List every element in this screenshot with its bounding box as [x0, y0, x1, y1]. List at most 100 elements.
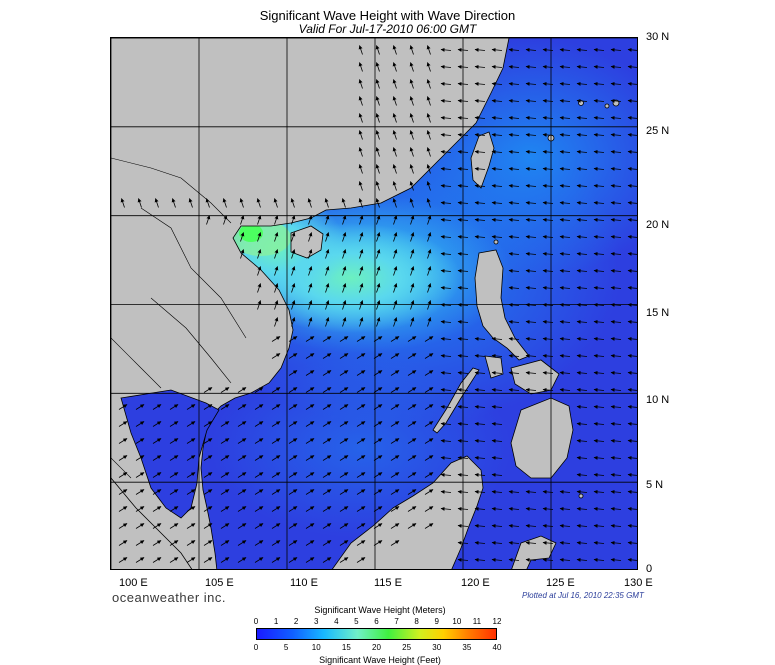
wave-direction-arrow [220, 540, 230, 546]
wave-direction-arrow [152, 489, 162, 495]
wave-direction-arrow [342, 249, 347, 259]
wave-direction-arrow [373, 472, 383, 478]
wave-direction-arrow [424, 404, 434, 410]
wave-direction-arrow [542, 234, 554, 239]
wave-direction-arrow [308, 266, 313, 276]
wave-direction-arrow [593, 200, 605, 205]
wave-direction-arrow [576, 115, 588, 120]
wave-direction-arrow [424, 438, 434, 444]
wave-direction-arrow [186, 404, 196, 410]
wave-direction-arrow [356, 438, 366, 444]
wave-direction-arrow [559, 98, 571, 103]
wave-direction-arrow [409, 164, 414, 174]
wave-direction-arrow [390, 353, 400, 359]
wave-direction-arrow [508, 132, 520, 137]
wave-direction-arrow [254, 540, 264, 546]
wave-direction-arrow [322, 336, 332, 342]
wave-direction-arrow [576, 183, 588, 188]
wave-direction-arrow [559, 540, 571, 545]
wave-direction-arrow [407, 336, 417, 342]
wave-direction-arrow [610, 438, 622, 443]
wave-direction-arrow [390, 455, 400, 461]
wave-direction-arrow [271, 404, 281, 410]
wave-direction-arrow [525, 540, 537, 545]
wave-direction-arrow [474, 506, 486, 511]
wave-direction-arrow [375, 164, 380, 174]
wave-direction-arrow [627, 319, 637, 324]
lat-label-15n: 15 N [646, 307, 670, 319]
wave-direction-arrow [474, 64, 486, 69]
colorbar-tick-meters: 7 [394, 617, 399, 626]
wave-direction-arrow [593, 455, 605, 460]
wave-direction-arrow [256, 198, 261, 208]
wave-direction-arrow [508, 115, 520, 120]
wave-direction-arrow [474, 183, 486, 188]
wave-direction-arrow [457, 200, 469, 205]
wave-direction-arrow [627, 404, 637, 409]
wave-direction-arrow [206, 215, 211, 225]
brand-label: oceanweather inc. [112, 590, 227, 605]
wave-direction-arrow [610, 557, 622, 562]
wave-direction-arrow [375, 181, 380, 191]
wave-direction-arrow [576, 132, 588, 137]
wave-direction-arrow [525, 370, 537, 375]
wave-direction-arrow [135, 489, 145, 495]
wave-direction-arrow [339, 336, 349, 342]
wave-direction-arrow [508, 217, 520, 222]
wave-direction-arrow [152, 540, 162, 546]
wave-direction-arrow [542, 251, 554, 256]
wave-direction-arrow [627, 64, 637, 69]
wave-direction-arrow [305, 523, 315, 529]
wave-direction-arrow [440, 489, 452, 494]
wave-direction-arrow [322, 489, 332, 495]
wave-direction-arrow [135, 523, 145, 529]
wave-direction-arrow [627, 217, 637, 222]
wave-direction-arrow [186, 421, 196, 427]
lat-label-0: 0 [646, 563, 653, 575]
wave-direction-arrow [358, 113, 363, 123]
wave-direction-arrow [627, 285, 637, 290]
wave-direction-arrow [356, 336, 366, 342]
wave-direction-arrow [610, 115, 622, 120]
wave-direction-arrow [152, 523, 162, 529]
wave-direction-arrow [271, 455, 281, 461]
wave-direction-arrow [559, 370, 571, 375]
wave-direction-arrow [440, 353, 452, 358]
wave-direction-arrow [342, 232, 347, 242]
wave-direction-arrow [593, 489, 605, 494]
wave-direction-arrow [610, 217, 622, 222]
wave-direction-arrow [271, 557, 281, 563]
colorbar [256, 628, 497, 640]
wave-direction-arrow [426, 62, 431, 72]
wave-direction-arrow [118, 557, 128, 563]
wave-direction-arrow [291, 283, 296, 293]
wave-direction-arrow [559, 251, 571, 256]
wave-direction-arrow [457, 421, 469, 426]
wave-direction-arrow [525, 336, 537, 341]
wave-direction-arrow [542, 285, 554, 290]
wave-direction-arrow [409, 62, 414, 72]
wave-direction-arrow [169, 557, 179, 563]
wave-direction-arrow [359, 215, 364, 225]
wave-direction-arrow [491, 353, 503, 358]
wave-direction-arrow [358, 79, 363, 89]
wave-direction-arrow [457, 234, 469, 239]
wave-direction-arrow [610, 353, 622, 358]
colorbar-tick-feet: 30 [432, 643, 442, 652]
wave-direction-arrow [457, 404, 469, 409]
wave-direction-arrow [474, 557, 486, 562]
wave-direction-arrow [390, 540, 400, 546]
wave-direction-arrow [610, 285, 622, 290]
wave-direction-arrow [491, 115, 503, 120]
wave-direction-arrow [457, 319, 469, 324]
wave-direction-arrow [491, 166, 503, 171]
wave-direction-arrow [457, 370, 469, 375]
wave-direction-arrow [491, 438, 503, 443]
wave-direction-arrow [254, 455, 264, 461]
wave-direction-arrow [627, 438, 637, 443]
wave-direction-arrow [308, 283, 313, 293]
wave-direction-arrow [440, 506, 452, 511]
wave-direction-arrow [375, 113, 380, 123]
wave-direction-arrow [237, 455, 247, 461]
wave-direction-arrow [274, 283, 279, 293]
